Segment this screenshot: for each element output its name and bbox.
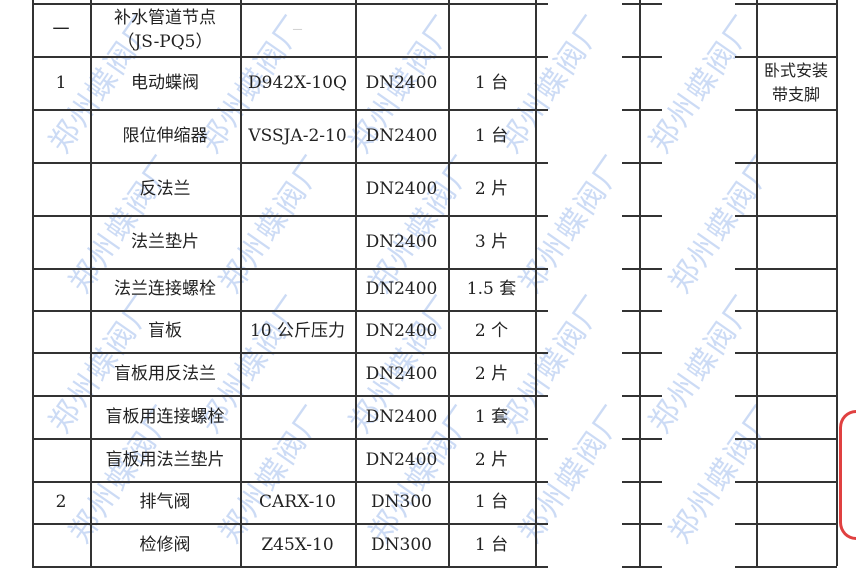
row-divider	[622, 109, 662, 111]
row-divider	[622, 215, 662, 217]
cell-name: 盲板用连接螺栓	[105, 406, 225, 427]
row-divider	[622, 268, 662, 270]
row-divider	[735, 215, 837, 217]
row-divider	[622, 523, 662, 525]
cell-model: Z45X-10	[261, 534, 334, 555]
cell-size: DN2400	[365, 125, 438, 146]
column-divider	[756, 0, 758, 566]
cell-name: 反法兰	[139, 178, 191, 199]
row-divider	[622, 566, 662, 568]
watermark-text: 郑州蝶阀厂	[662, 148, 784, 300]
cell-note: 卧式安装 带支脚	[763, 60, 828, 104]
cell-name: 盲板	[148, 321, 182, 341]
cell-no: 一	[52, 19, 70, 40]
cell-qty: 1.5 套	[466, 279, 517, 299]
row-divider	[735, 162, 837, 164]
row-divider	[32, 310, 548, 312]
cell-name: 电动蝶阀	[131, 72, 199, 93]
red-seal-stamp	[839, 410, 856, 540]
row-divider	[32, 162, 548, 164]
row-divider	[735, 310, 837, 312]
column-divider	[355, 0, 357, 566]
cell-model: CARX-10	[259, 492, 336, 512]
row-divider	[32, 215, 548, 217]
cell-size: DN2400	[365, 279, 438, 299]
row-divider	[32, 566, 548, 568]
row-divider	[622, 481, 662, 483]
row-divider	[622, 438, 662, 440]
row-divider	[735, 566, 837, 568]
row-divider	[32, 109, 548, 111]
row-divider	[32, 56, 548, 58]
cell-size: DN2400	[365, 449, 438, 470]
column-divider	[90, 0, 92, 566]
cell-name: 补水管道节点 （JS-PQ5）	[114, 7, 216, 52]
cell-model: —	[292, 23, 303, 35]
row-divider	[32, 3, 548, 5]
row-divider	[622, 162, 662, 164]
row-divider	[622, 56, 662, 58]
row-divider	[32, 395, 548, 397]
row-divider	[735, 523, 837, 525]
row-divider	[735, 352, 837, 354]
row-divider	[735, 268, 837, 270]
cell-name: 法兰连接螺栓	[114, 279, 216, 299]
row-divider	[735, 481, 837, 483]
column-divider	[639, 0, 641, 566]
cell-size: DN2400	[365, 231, 438, 252]
cell-qty: 1 台	[474, 534, 509, 555]
row-divider	[735, 395, 837, 397]
row-divider	[32, 523, 548, 525]
cell-name: 盲板用法兰垫片	[105, 449, 225, 470]
row-divider	[622, 3, 662, 5]
cell-model: 10 公斤压力	[249, 321, 346, 341]
row-divider	[32, 481, 548, 483]
column-divider	[448, 0, 450, 566]
row-divider	[32, 438, 548, 440]
cell-size: DN2400	[365, 406, 438, 427]
cell-size: DN2400	[365, 178, 438, 199]
cell-qty: 2 个	[474, 321, 509, 341]
cell-qty: 3 片	[474, 231, 509, 252]
cell-name: 法兰垫片	[131, 231, 199, 252]
cell-qty: 1 台	[474, 72, 509, 93]
cell-size: DN2400	[365, 72, 438, 93]
cell-size: DN300	[371, 492, 432, 512]
row-divider	[735, 109, 837, 111]
row-divider	[735, 438, 837, 440]
cell-model: D942X-10Q	[248, 72, 347, 93]
cell-name: 排气阀	[139, 492, 191, 512]
cell-qty: 1 台	[474, 125, 509, 146]
watermark-text: 郑州蝶阀厂	[662, 398, 784, 550]
cell-size: DN300	[371, 534, 432, 555]
cell-qty: 2 片	[474, 363, 509, 384]
column-divider	[32, 0, 34, 566]
cell-model: VSSJA-2-10	[248, 125, 347, 146]
row-divider	[32, 268, 548, 270]
cell-qty: 2 片	[474, 178, 509, 199]
row-divider	[622, 395, 662, 397]
cell-size: DN2400	[365, 321, 438, 341]
cell-no: 1	[55, 72, 67, 93]
watermark-text: 郑州蝶阀厂	[642, 8, 764, 160]
cell-qty: 1 套	[474, 406, 509, 427]
cell-qty: 1 台	[474, 492, 509, 512]
cell-name: 检修阀	[139, 534, 191, 555]
row-divider	[735, 56, 837, 58]
cell-name: 限位伸缩器	[122, 125, 208, 146]
row-divider	[622, 310, 662, 312]
column-divider	[535, 0, 537, 566]
watermark-text: 郑州蝶阀厂	[642, 288, 764, 440]
row-divider	[32, 352, 548, 354]
column-divider	[836, 0, 838, 566]
column-divider	[240, 0, 242, 566]
cell-size: DN2400	[365, 363, 438, 384]
cell-qty: 2 片	[474, 449, 509, 470]
row-divider	[622, 352, 662, 354]
row-divider	[735, 3, 837, 5]
cell-no: 2	[55, 492, 67, 512]
cell-name: 盲板用反法兰	[114, 363, 216, 384]
